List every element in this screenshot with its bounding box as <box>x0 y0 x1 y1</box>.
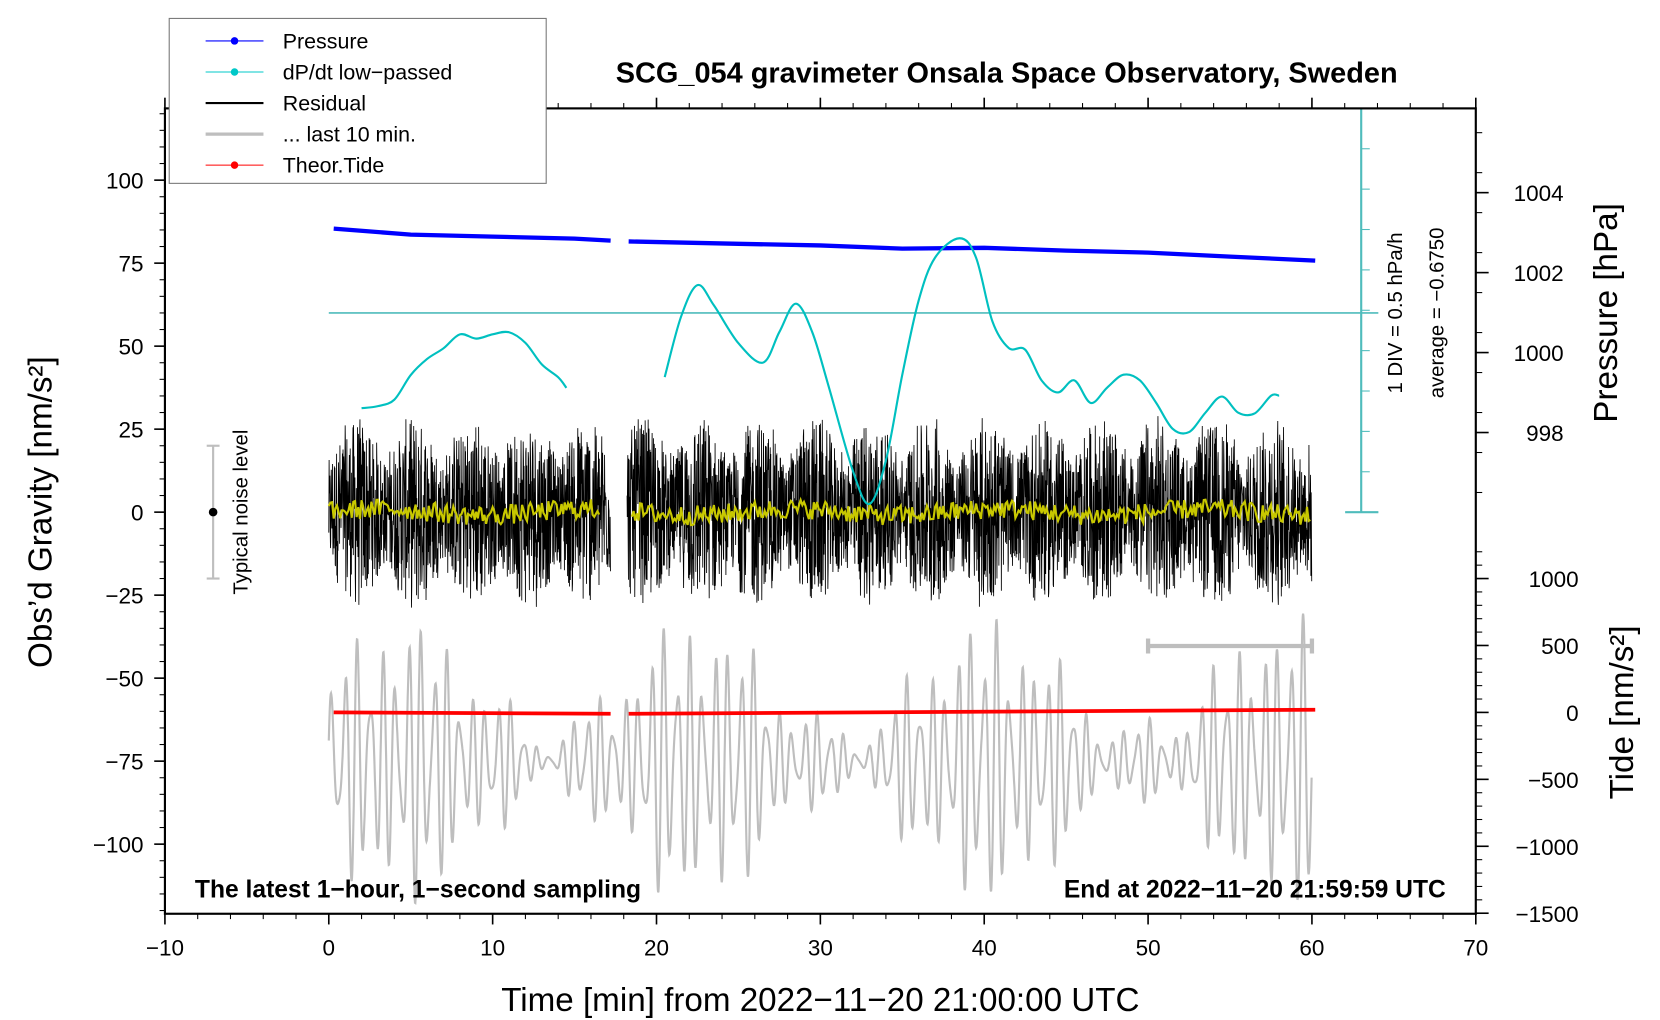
pressure-tick-label: 1004 <box>1514 181 1564 206</box>
dpdt-line <box>663 237 1280 505</box>
tide-tick-label: 1000 <box>1529 567 1579 592</box>
x-tick-label: 10 <box>480 936 505 961</box>
y-tick-label: 25 <box>118 418 143 443</box>
theor-tide-line <box>333 710 611 716</box>
theor-tide-line <box>628 707 1316 716</box>
y-tick-label: 75 <box>118 252 143 277</box>
legend-marker <box>230 161 239 169</box>
legend-label: ... last 10 min. <box>283 123 416 147</box>
y-tick-label: 50 <box>118 335 143 360</box>
legend-label: Residual <box>283 92 366 116</box>
y-tick-label: 0 <box>131 501 144 526</box>
tide-tick-label: 0 <box>1566 701 1579 726</box>
legend-label: Pressure <box>283 29 369 53</box>
chart-title: SCG_054 gravimeter Onsala Space Observat… <box>616 58 1398 90</box>
pressure-tick-label: 1000 <box>1514 341 1564 366</box>
pressure-tick-label: 998 <box>1526 421 1564 446</box>
y-tick-label: −50 <box>105 667 143 692</box>
pressure-axis-label: Pressure [hPa] <box>1588 203 1625 423</box>
tide-tick-label: −1000 <box>1515 835 1578 860</box>
div-scale-label: 1 DIV = 0.5 hPa/h <box>1385 232 1407 393</box>
x-tick-label: 20 <box>644 936 669 961</box>
legend-box <box>168 17 547 184</box>
x-axis-label: Time [min] from 2022−11−20 21:00:00 UTC <box>501 982 1139 1019</box>
x-tick-label: 30 <box>808 936 833 961</box>
tide-tick-label: −500 <box>1528 768 1579 793</box>
x-tick-label: 50 <box>1136 936 1161 961</box>
pressure-tick-label: 1002 <box>1514 261 1564 286</box>
legend-marker <box>230 37 239 45</box>
tide-tick-label: 500 <box>1541 634 1579 659</box>
y-tick-label: −75 <box>105 750 143 775</box>
pressure-line <box>628 239 1316 263</box>
y-tick-label: −100 <box>93 833 144 858</box>
end-time-note: End at 2022−11−20 21:59:59 UTC <box>1064 877 1446 904</box>
noise-level-dot <box>208 507 218 517</box>
x-tick-label: 40 <box>972 936 997 961</box>
sampling-note: The latest 1−hour, 1−second sampling <box>195 877 641 904</box>
residual-line <box>626 416 1313 607</box>
residual-smoothed-line <box>327 498 601 526</box>
x-tick-label: 0 <box>323 936 336 961</box>
x-tick-label: 60 <box>1299 936 1324 961</box>
legend-label: dP/dt low−passed <box>283 60 453 84</box>
legend: Pressure dP/dt low−passed Residual ... last… <box>168 17 547 184</box>
tide-tick-label: −1500 <box>1515 902 1578 927</box>
last-10-min-line <box>327 613 1313 905</box>
legend-marker <box>230 68 239 76</box>
residual-smoothed-line <box>630 496 1311 527</box>
average-label: average = −0.6750 <box>1427 228 1449 399</box>
x-tick-label: −10 <box>146 936 184 961</box>
x-tick-label: 70 <box>1463 936 1488 961</box>
y-tick-label: 100 <box>106 169 144 194</box>
y-tick-label: −25 <box>105 584 143 609</box>
legend-label: Theor.Tide <box>283 154 385 178</box>
dpdt-line <box>361 330 568 410</box>
noise-level-label: Typical noise level <box>230 430 252 595</box>
tide-axis-label: Tide [nm/s²] <box>1604 625 1641 799</box>
pressure-line <box>333 226 611 243</box>
y-axis-label-left: Obs’d Gravity [nm/s²] <box>22 356 59 668</box>
